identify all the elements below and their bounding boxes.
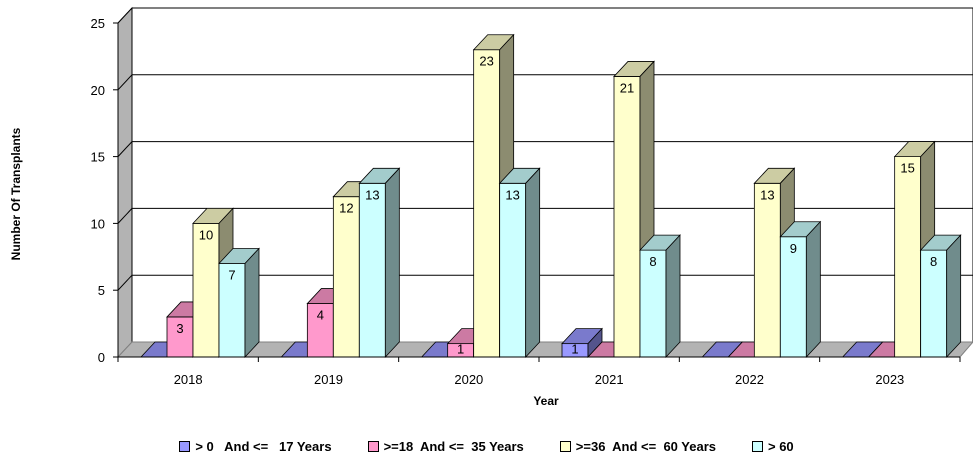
- bar-side: [525, 167, 541, 359]
- legend-label: > 60: [768, 438, 794, 454]
- bar: 9: [779, 220, 822, 359]
- data-label: 8: [649, 254, 656, 269]
- plot-area: [116, 6, 973, 359]
- x-tick-label: 2019: [314, 372, 343, 387]
- data-label: 12: [339, 201, 353, 216]
- data-label: 10: [199, 227, 213, 242]
- data-label: 3: [176, 321, 183, 336]
- bar-side: [384, 167, 400, 359]
- bar-front: [894, 156, 922, 358]
- bar-front: [332, 196, 360, 358]
- data-label: 13: [760, 187, 774, 202]
- y-tick-label: 15: [91, 150, 105, 165]
- y-tick-label: 5: [98, 283, 105, 298]
- gridline-side: [117, 141, 133, 157]
- y-tick-label: 20: [91, 83, 105, 98]
- bar-side: [946, 234, 962, 359]
- bar: 13: [358, 167, 401, 359]
- legend-label: > 0 And <= 17 Years: [195, 438, 332, 454]
- legend-swatch: [752, 440, 763, 452]
- data-label: 23: [479, 54, 493, 69]
- data-label: 15: [900, 161, 914, 176]
- legend-swatch: [179, 440, 191, 452]
- gridlines: [117, 7, 973, 291]
- x-tick-label: 2020: [454, 372, 483, 387]
- data-label: 13: [505, 187, 519, 202]
- gridline-side: [117, 208, 133, 224]
- back-wall: [131, 7, 973, 343]
- legend-swatch: [559, 440, 571, 452]
- x-axis: 2018 2019 2020 2021 2022 2023: [117, 356, 961, 387]
- bar-side: [665, 234, 681, 359]
- legend-item: >=18 And <= 35 Years: [367, 436, 524, 456]
- data-label: 9: [790, 241, 797, 256]
- gridline-side: [117, 7, 133, 24]
- bar: 13: [498, 167, 541, 359]
- bar-side: [244, 247, 260, 359]
- legend-item: > 0 And <= 17 Years: [179, 436, 332, 456]
- bar-front: [499, 182, 527, 358]
- x-tick-label: 2022: [735, 372, 764, 387]
- y-tick-label: 25: [91, 16, 105, 31]
- y-axis-title: Number Of Transplants: [9, 127, 23, 260]
- data-label: 1: [457, 342, 464, 357]
- data-label: 7: [228, 267, 235, 282]
- data-label: 4: [317, 308, 324, 323]
- bar-side: [805, 220, 821, 359]
- data-label: 1: [571, 342, 578, 357]
- bar-front: [779, 236, 807, 358]
- x-axis-title: Year: [533, 394, 559, 408]
- data-label: 21: [620, 80, 634, 95]
- legend-label: >=18 And <= 35 Years: [383, 438, 524, 454]
- legend-swatch: [367, 440, 379, 452]
- data-label: 13: [365, 187, 379, 202]
- bar-front: [192, 222, 220, 358]
- bar-front: [753, 182, 781, 358]
- bar: 8: [919, 234, 962, 359]
- gridline-side: [117, 274, 133, 291]
- bar-front: [920, 249, 948, 358]
- side-wall: [117, 6, 133, 359]
- y-tick-label: 10: [91, 216, 105, 231]
- legend-label: >=36 And <= 60 Years: [575, 438, 716, 454]
- bar-front: [473, 49, 501, 358]
- data-label: 8: [930, 254, 937, 269]
- bar: 7: [218, 247, 260, 359]
- x-tick-label: 2023: [875, 372, 904, 387]
- legend: > 0 And <= 17 Years >=18 And <= 35 Years >…: [0, 436, 973, 456]
- legend-item: >=36 And <= 60 Years: [559, 436, 716, 456]
- y-tick-label: 0: [98, 350, 105, 365]
- bar-front: [613, 76, 641, 358]
- x-tick-label: 2021: [595, 372, 624, 387]
- bar: 8: [639, 234, 681, 359]
- bar-front: [358, 182, 386, 358]
- gridline-side: [117, 74, 133, 91]
- bar-front: [306, 303, 334, 358]
- legend-item: > 60: [752, 436, 794, 456]
- x-tick-label: 2018: [174, 372, 203, 387]
- y-axis: 0 5 10 15 20 25: [91, 16, 119, 365]
